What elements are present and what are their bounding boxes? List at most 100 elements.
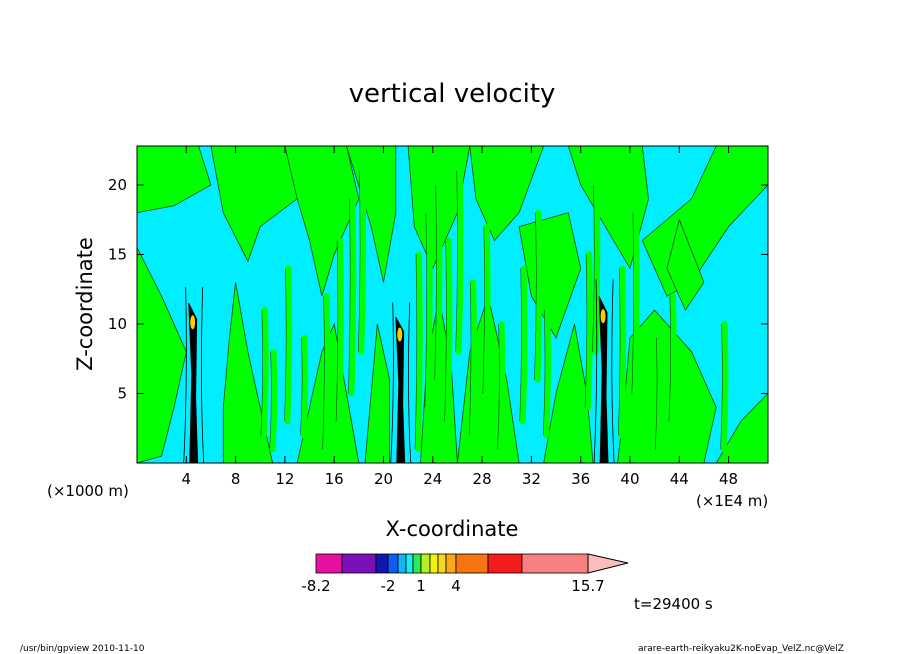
colorbar-box [412,553,422,574]
footer-right: arare-earth-reikyaku2K-noEvap_VelZ.nc@Ve… [638,644,844,654]
contour-line [424,212,427,408]
colorbar-label: 15.7 [571,577,604,595]
upward-streak [444,237,453,425]
core-maximum [600,309,606,324]
upward-streak [434,181,443,383]
upward-streak [348,195,357,397]
x-tick-label: 44 [670,470,689,488]
colorbar-box [375,553,389,574]
contour-line [655,337,658,450]
contour-line [269,351,272,450]
contour-line [668,296,671,422]
contour-line [592,184,595,352]
contour-line [611,279,615,464]
x-tick-label: 40 [620,470,639,488]
upward-streak [497,321,506,453]
upward-streak [592,181,601,355]
y-axis-label: Z-coordinate [73,237,97,371]
chart-title: vertical velocity [349,79,556,109]
contour-line [260,310,263,436]
colorbar-box [420,553,431,574]
colorbar-box [405,553,414,574]
x-tick-label: 32 [522,470,541,488]
x-tick-label: 16 [325,470,344,488]
contour-line [720,323,723,450]
colorbar-labels: -8.2 -2 1 4 15.7 [301,577,604,595]
x-tick-label: 36 [571,470,590,488]
x-tick-label: 12 [275,470,294,488]
x-tick-label: 48 [719,470,738,488]
core-maximum [397,327,403,342]
contour-line [444,240,447,422]
upward-streak [300,334,309,439]
contour-line [358,170,361,352]
y-tick-marks: 5 10 15 20 [108,176,768,402]
y-tick-label: 5 [117,384,127,402]
contour-line [534,212,537,380]
upward-streak [322,293,331,453]
y-tick-label: 15 [108,245,127,263]
upward-region [222,282,274,464]
upward-streak [668,293,677,425]
upward-streak [455,168,464,355]
contour-line [322,296,325,450]
contour-line [618,268,621,436]
x-tick-label: 24 [423,470,442,488]
upward-streak [519,265,528,425]
upward-streak [415,251,423,453]
upward-streak [534,209,543,383]
contour-line [284,268,287,422]
upward-streak [618,265,627,439]
time-label: t=29400 s [634,595,713,613]
contour-line [348,198,351,394]
colorbar-box [387,553,399,574]
contour-line [631,212,634,394]
upward-streak [655,334,664,453]
upward-streak [284,265,293,425]
colorbar-box [397,553,407,574]
x-tick-label: 28 [473,470,492,488]
colorbar-box [455,553,489,574]
x-tick-label: 4 [182,470,192,488]
contour-line [390,302,394,464]
contour-line [455,170,458,352]
colorbar-label: -8.2 [301,577,330,595]
contour-line [482,226,485,394]
contour-line [300,337,303,436]
x-tick-marks: 4 8 12 16 20 24 28 32 36 40 44 48 [182,146,738,488]
upward-streak [424,209,433,411]
x-unit-left: (×1000 m) [47,482,129,500]
contour-line [468,282,472,436]
colorbar-box [487,553,523,574]
upward-streak [260,307,269,439]
contour-line [593,279,598,464]
contour-line [335,240,339,422]
colorbar-box [521,553,589,574]
y-tick-label: 20 [108,176,127,194]
x-axis-label: X-coordinate [386,517,519,541]
x-tick-label: 8 [231,470,241,488]
contour-line [183,287,187,464]
colorbar-box [429,553,439,574]
colorbar-box [445,553,457,574]
colorbar-box [437,553,447,574]
core-maximum [190,315,196,330]
colorbar-label: 4 [451,577,461,595]
plot-frame [136,145,769,464]
upward-region [518,212,582,339]
colorbar-box [315,553,343,574]
colorbar-label: 1 [416,577,426,595]
colorbar-boxes [315,553,589,574]
contour-line [542,310,546,436]
contour-line [497,323,500,450]
upward-streak [543,307,551,439]
y-tick-label: 10 [108,315,127,333]
upward-streak [469,279,477,439]
colorbar-arrow [587,553,629,574]
contour-line [408,302,412,464]
upward-streak [358,168,367,355]
upward-region [666,218,705,311]
contour-line [414,254,418,450]
